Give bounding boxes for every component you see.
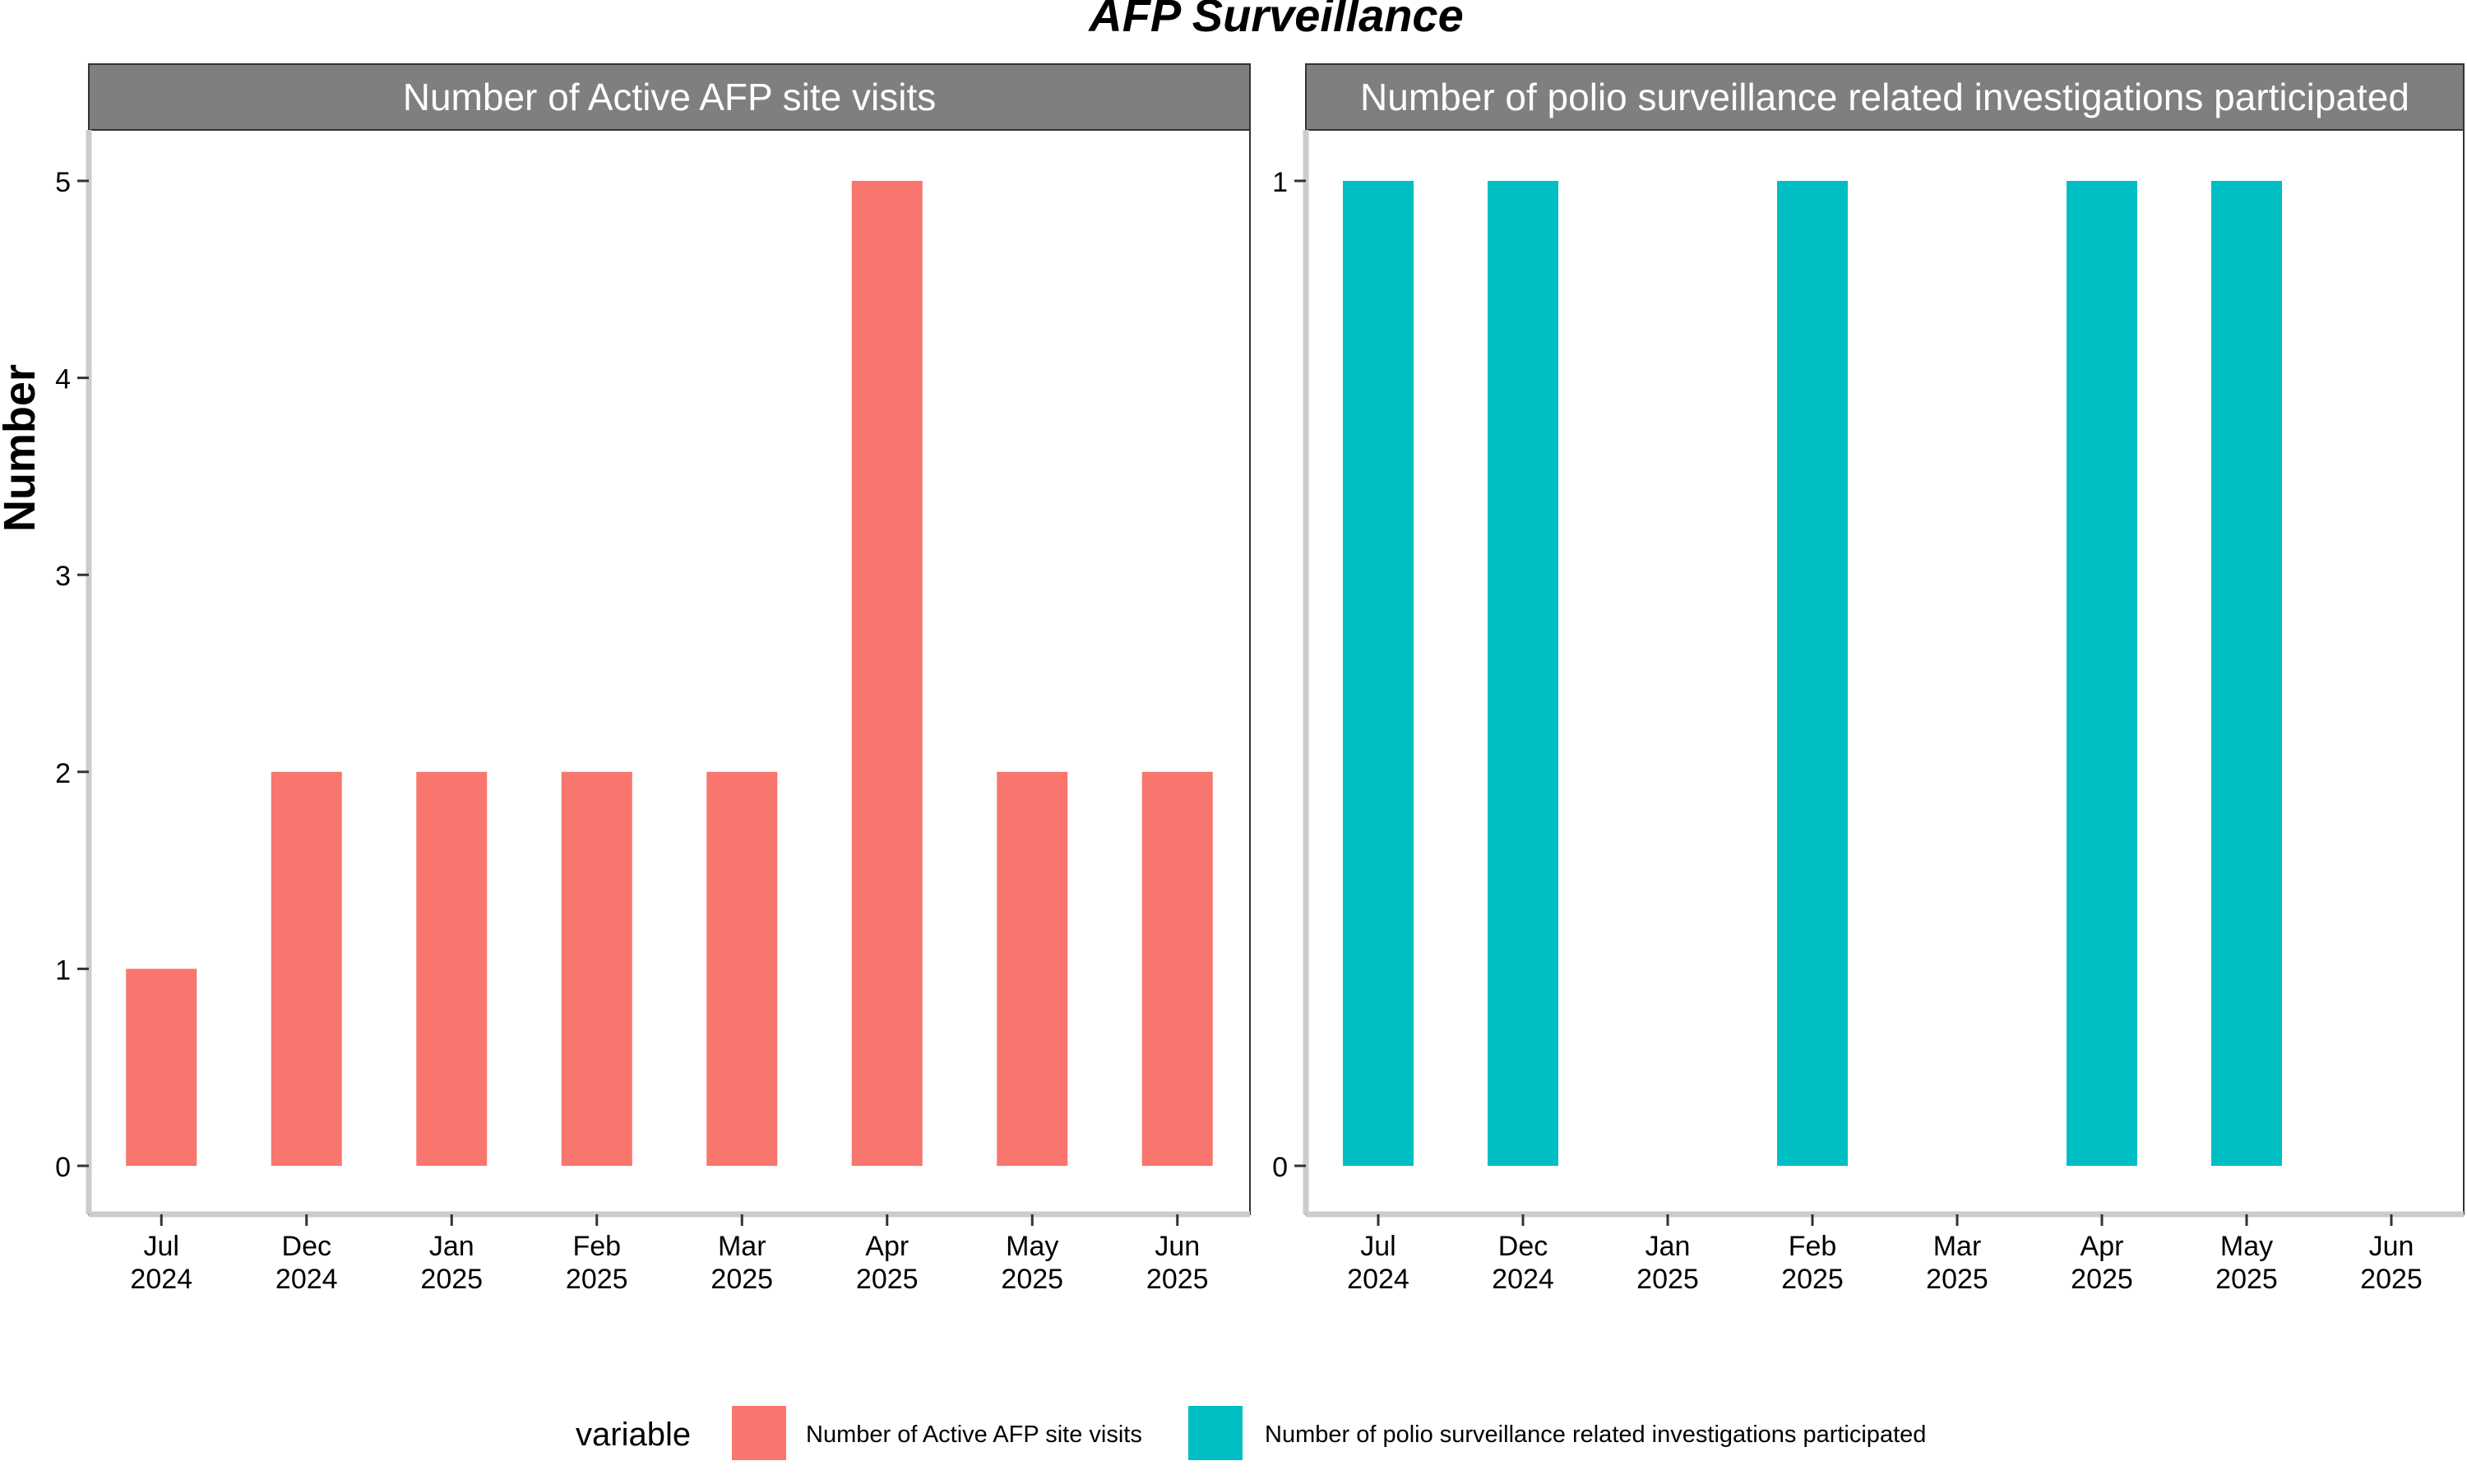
panels: Number of Active AFP site visits 0 1 2 3 4 5 Ju… (55, 63, 2465, 1295)
x-tick-label: Mar 2025 (710, 1231, 773, 1295)
legend-key-polio-investigations (1188, 1406, 1243, 1460)
bar (851, 181, 923, 1166)
y-axis-label: Number (0, 364, 44, 532)
bar (2211, 181, 2282, 1166)
x-tick-label: Jul 2024 (130, 1231, 192, 1295)
bar (706, 771, 778, 1166)
y-tick-label: 1 (55, 955, 71, 986)
bar (1141, 771, 1213, 1166)
legend-title: variable (576, 1417, 691, 1453)
bar (1488, 181, 1558, 1166)
y-tick-label: 5 (55, 167, 71, 198)
panel-strip (88, 63, 1251, 131)
legend: variable Number of Active AFP site visit… (576, 1406, 1926, 1460)
bar (271, 771, 342, 1166)
panel-2: Number of polio surveillance related inv… (1272, 63, 2465, 1295)
legend-label-active-afp-site-visits: Number of Active AFP site visits (806, 1422, 1142, 1448)
x-tick-label: Apr 2025 (856, 1231, 919, 1295)
bar (997, 771, 1068, 1166)
x-tick-label: May 2025 (2215, 1231, 2278, 1295)
x-tick-label: Jul 2024 (1347, 1231, 1409, 1295)
x-tick-label: Dec 2024 (275, 1231, 338, 1295)
y-tick-label: 1 (1272, 167, 1288, 198)
legend-key-active-afp-site-visits (732, 1406, 786, 1460)
x-tick-label: Apr 2025 (2071, 1231, 2133, 1295)
x-tick-label: Jan 2025 (420, 1231, 483, 1295)
y-tick-label: 4 (55, 364, 71, 395)
x-tick-label: Feb 2025 (566, 1231, 628, 1295)
x-tick-label: Feb 2025 (1781, 1231, 1844, 1295)
bar (126, 969, 197, 1166)
y-tick-label: 2 (55, 758, 71, 789)
panel-strip-label: Number of polio surveillance related inv… (1360, 76, 2409, 118)
legend-label-polio-investigations: Number of polio surveillance related inv… (1265, 1422, 1926, 1448)
x-tick-label: Mar 2025 (1926, 1231, 1988, 1295)
bar (416, 771, 488, 1166)
x-tick-label: May 2025 (1001, 1231, 1063, 1295)
bar (561, 771, 632, 1166)
y-tick-label: 0 (55, 1152, 71, 1183)
chart-title: AFP Surveillance (1087, 0, 1463, 41)
x-tick-label: Dec 2024 (1492, 1231, 1554, 1295)
panel-plot-area (88, 129, 1251, 1215)
x-tick-label: Jan 2025 (1636, 1231, 1699, 1295)
panel-1: Number of Active AFP site visits 0 1 2 3 4 5 Ju… (55, 63, 1251, 1295)
x-tick-label: Jun 2025 (2360, 1231, 2423, 1295)
x-tick-label: Jun 2025 (1146, 1231, 1209, 1295)
panel-plot-area (1305, 129, 2465, 1215)
y-tick-label: 0 (1272, 1152, 1288, 1183)
panel-strip-label: Number of Active AFP site visits (403, 76, 937, 118)
y-tick-label: 3 (55, 561, 71, 592)
bar (2067, 181, 2137, 1166)
bar (1777, 181, 1848, 1166)
bar (1343, 181, 1414, 1166)
